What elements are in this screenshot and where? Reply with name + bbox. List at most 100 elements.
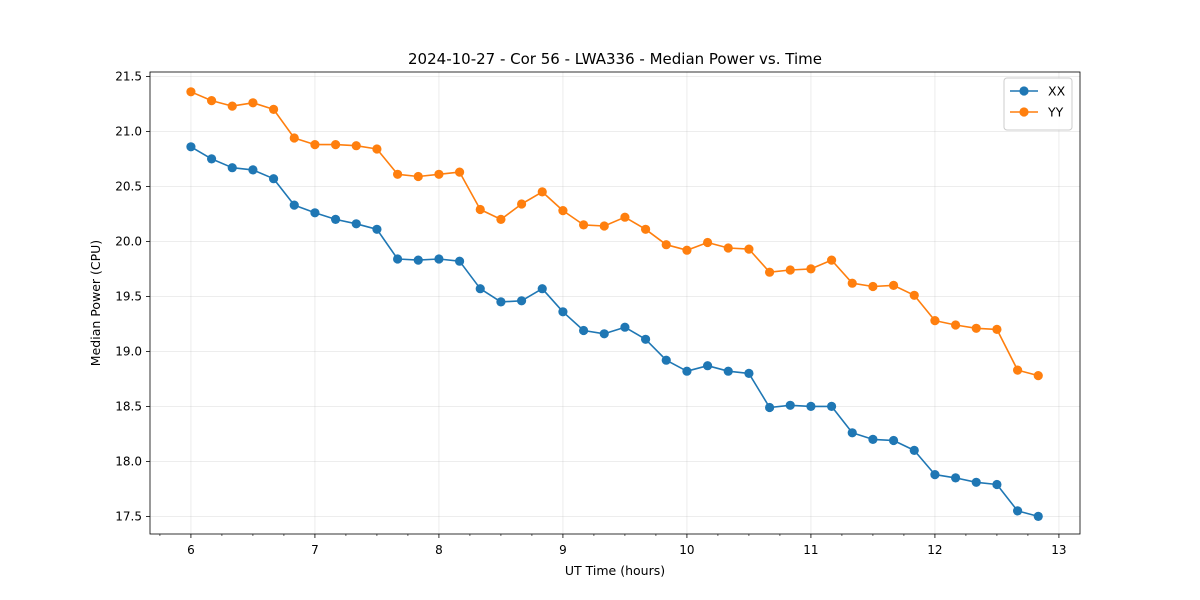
data-point-yy xyxy=(578,220,589,230)
legend-label-yy: YY xyxy=(1047,105,1064,120)
data-point-yy xyxy=(620,212,630,222)
x-tick-label: 13 xyxy=(1051,543,1066,557)
data-point-yy xyxy=(785,265,795,275)
data-point-yy xyxy=(682,245,692,255)
data-point-xx xyxy=(289,200,299,210)
data-point-xx xyxy=(496,297,506,307)
data-point-yy xyxy=(248,98,258,108)
data-point-xx xyxy=(248,165,258,175)
data-point-yy xyxy=(372,144,382,154)
data-point-xx xyxy=(434,254,444,264)
data-point-yy xyxy=(186,87,196,97)
x-tick-label: 10 xyxy=(679,543,694,557)
data-point-xx xyxy=(764,402,775,413)
x-axis: 6 7 8 9 10 11 12 13 xyxy=(159,534,1067,557)
data-point-yy xyxy=(454,167,465,177)
legend-marker-yy xyxy=(1019,107,1029,117)
data-point-yy xyxy=(847,278,857,288)
data-point-xx xyxy=(702,361,713,371)
y-tick-label: 20.0 xyxy=(115,234,142,248)
data-point-yy xyxy=(413,171,423,182)
data-point-yy xyxy=(806,264,816,274)
chart-title: 2024-10-27 - Cor 56 - LWA336 - Median Po… xyxy=(408,50,822,68)
data-point-yy xyxy=(723,243,733,253)
data-point-yy xyxy=(661,240,671,250)
data-point-yy xyxy=(434,169,444,179)
y-tick-label: 20.5 xyxy=(115,179,142,193)
data-point-xx xyxy=(454,256,465,266)
data-point-yy xyxy=(826,255,837,265)
y-tick-label: 21.5 xyxy=(115,69,142,83)
data-point-xx xyxy=(785,400,795,410)
data-point-xx xyxy=(599,329,609,339)
data-point-yy xyxy=(702,237,713,248)
data-point-yy xyxy=(640,224,651,234)
data-point-xx xyxy=(723,366,733,376)
y-axis-label: Median Power (CPU) xyxy=(88,240,103,366)
data-point-yy xyxy=(950,320,961,330)
data-point-xx xyxy=(475,284,485,294)
x-axis-label: UT Time (hours) xyxy=(565,563,665,578)
data-point-xx xyxy=(992,479,1002,490)
data-point-yy xyxy=(930,316,940,326)
data-point-yy xyxy=(206,96,217,106)
y-tick-label: 17.5 xyxy=(115,509,142,523)
data-point-xx xyxy=(413,255,423,265)
legend: XX YY xyxy=(1003,77,1073,131)
x-tick-label: 9 xyxy=(559,543,567,557)
data-point-xx xyxy=(1033,511,1043,521)
series-xx xyxy=(186,142,1043,521)
data-point-xx xyxy=(351,219,361,229)
data-point-xx xyxy=(372,224,382,234)
data-point-xx xyxy=(806,401,816,411)
data-point-xx xyxy=(268,174,279,184)
data-point-yy xyxy=(310,140,320,150)
y-axis: 17.5 18.0 18.5 19.0 19.5 20.0 20.5 21.0 21.5 xyxy=(115,69,150,523)
data-point-xx xyxy=(744,368,754,378)
data-point-xx xyxy=(206,154,217,164)
data-point-yy xyxy=(516,199,527,209)
data-point-yy xyxy=(909,290,919,300)
data-point-xx xyxy=(950,473,961,483)
data-point-yy xyxy=(599,221,609,231)
grid xyxy=(150,72,1080,534)
data-point-xx xyxy=(186,142,196,152)
data-point-yy xyxy=(1012,365,1023,375)
data-point-yy xyxy=(268,104,279,114)
data-point-yy xyxy=(537,187,547,197)
y-tick-label: 19.5 xyxy=(115,289,142,303)
data-point-yy xyxy=(971,323,981,333)
series-yy xyxy=(186,87,1043,381)
data-point-xx xyxy=(826,401,837,411)
data-point-xx xyxy=(868,434,878,444)
data-point-xx xyxy=(971,477,981,487)
x-tick-label: 6 xyxy=(187,543,195,557)
data-point-yy xyxy=(868,281,878,292)
data-point-xx xyxy=(310,208,320,218)
x-tick-label: 7 xyxy=(311,543,319,557)
y-tick-label: 21.0 xyxy=(115,124,142,138)
y-tick-label: 19.0 xyxy=(115,344,142,358)
data-point-yy xyxy=(351,141,361,151)
data-point-yy xyxy=(330,140,341,150)
data-point-xx xyxy=(888,435,899,446)
data-point-yy xyxy=(888,280,899,290)
x-tick-label: 12 xyxy=(927,543,942,557)
y-tick-label: 18.0 xyxy=(115,454,142,468)
data-point-xx xyxy=(330,214,341,224)
data-point-xx xyxy=(661,355,671,365)
data-point-yy xyxy=(558,206,568,216)
data-point-yy xyxy=(496,214,506,224)
data-point-xx xyxy=(640,334,651,344)
data-point-xx xyxy=(516,296,527,306)
data-point-xx xyxy=(847,428,857,438)
data-point-yy xyxy=(475,204,485,215)
data-point-yy xyxy=(392,169,403,179)
y-tick-label: 18.5 xyxy=(115,399,142,413)
series-layer xyxy=(186,87,1043,521)
data-point-xx xyxy=(227,163,237,173)
data-point-xx xyxy=(930,470,940,480)
data-point-xx xyxy=(578,325,589,336)
